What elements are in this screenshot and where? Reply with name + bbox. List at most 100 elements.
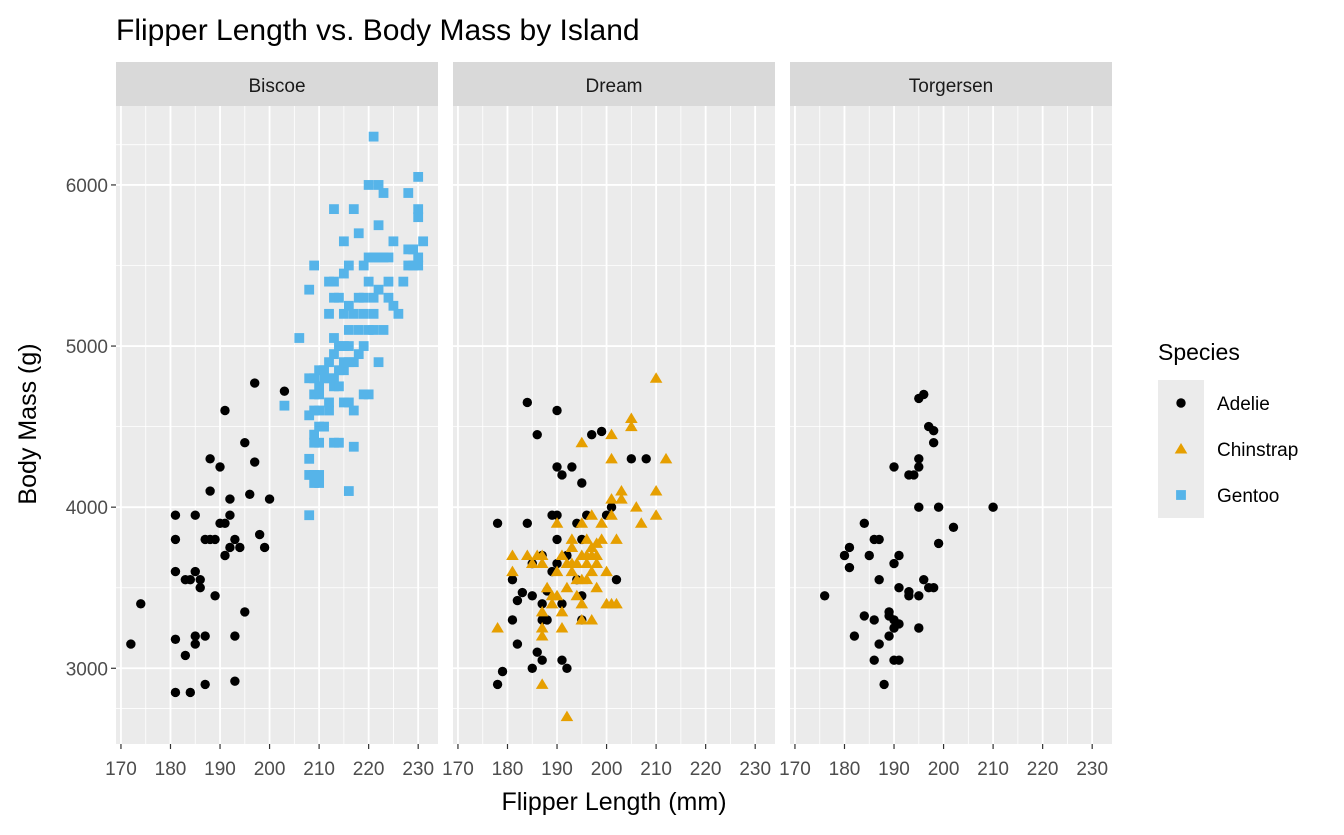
data-point-adelie: [235, 542, 245, 553]
data-point-gentoo: [403, 260, 414, 271]
data-point-adelie: [879, 679, 889, 690]
data-point-gentoo: [324, 308, 334, 319]
data-point-gentoo: [378, 188, 389, 198]
data-point-chinstrap: [575, 597, 589, 609]
data-point-adelie: [869, 615, 879, 625]
data-point-adelie: [537, 599, 547, 609]
data-point-adelie: [859, 518, 870, 528]
x-tick-label: 170: [442, 759, 474, 780]
data-point-adelie: [170, 687, 181, 698]
data-point-gentoo: [363, 180, 374, 190]
data-point-gentoo: [363, 389, 374, 400]
y-tick-label: 3000: [66, 659, 108, 680]
data-point-adelie: [909, 470, 919, 480]
x-tick-label: 230: [739, 759, 771, 780]
x-tick-label: 210: [303, 759, 335, 780]
data-point-chinstrap: [634, 517, 648, 528]
data-point-adelie: [279, 386, 290, 396]
data-point-adelie: [532, 429, 542, 440]
data-point-chinstrap: [535, 630, 549, 641]
series-adelie: [819, 389, 998, 690]
data-point-gentoo: [388, 300, 399, 311]
data-point-gentoo: [314, 389, 325, 400]
data-point-chinstrap: [605, 509, 618, 520]
data-point-adelie: [215, 462, 225, 472]
data-point-adelie: [611, 574, 622, 585]
data-point-adelie: [126, 639, 136, 649]
data-point-gentoo: [334, 292, 344, 303]
facet-strip: [453, 62, 775, 106]
data-point-chinstrap: [565, 533, 579, 544]
data-point-adelie: [914, 502, 924, 512]
x-tick-label: 190: [878, 759, 910, 780]
data-point-adelie: [532, 647, 542, 657]
data-point-adelie: [225, 494, 235, 504]
data-point-gentoo: [413, 212, 424, 223]
data-point-chinstrap: [570, 589, 584, 601]
plot-panel-background: [453, 106, 775, 744]
data-point-chinstrap: [585, 565, 599, 577]
series-chinstrap: [491, 372, 673, 722]
data-point-adelie: [928, 438, 939, 448]
data-point-gentoo: [368, 131, 379, 142]
data-point-gentoo: [329, 437, 339, 448]
data-point-adelie: [185, 687, 196, 698]
data-point-chinstrap: [535, 557, 549, 569]
data-point-gentoo: [329, 349, 339, 360]
data-point-adelie: [492, 518, 503, 528]
data-point-adelie: [190, 566, 200, 577]
data-point-gentoo: [348, 308, 359, 319]
data-point-adelie: [567, 462, 577, 472]
data-point-gentoo: [383, 252, 394, 263]
data-point-adelie: [220, 550, 230, 561]
data-point-gentoo: [329, 373, 339, 384]
data-point-gentoo: [338, 365, 349, 376]
data-point-gentoo: [353, 228, 364, 239]
data-point-adelie: [552, 534, 562, 545]
data-point-adelie: [928, 583, 939, 593]
data-point-gentoo: [368, 325, 379, 335]
data-point-adelie: [225, 510, 235, 520]
data-point-adelie: [190, 639, 200, 649]
data-point-gentoo: [334, 381, 344, 392]
data-point-gentoo: [314, 437, 325, 448]
data-point-gentoo: [368, 308, 379, 319]
data-point-gentoo: [338, 357, 349, 368]
x-tick-label: 200: [254, 759, 286, 780]
data-point-gentoo: [324, 405, 334, 416]
data-point-adelie: [839, 550, 850, 561]
data-point-adelie: [894, 583, 904, 593]
data-point-gentoo: [329, 204, 339, 215]
data-point-adelie: [587, 429, 597, 440]
data-point-gentoo: [343, 300, 354, 311]
data-point-gentoo: [319, 373, 329, 384]
data-point-gentoo: [353, 292, 364, 303]
data-point-gentoo: [329, 381, 339, 392]
data-point-adelie: [185, 574, 196, 585]
data-point-gentoo: [304, 470, 315, 480]
data-point-adelie: [230, 631, 240, 641]
data-point-adelie: [195, 574, 205, 585]
data-point-gentoo: [304, 410, 315, 421]
facet-strip: [790, 62, 1112, 106]
data-point-adelie: [844, 542, 855, 553]
facet-strip-label: Dream: [585, 76, 642, 97]
data-point-gentoo: [353, 349, 364, 360]
data-point-adelie: [527, 663, 537, 673]
data-point-chinstrap: [605, 493, 618, 504]
data-point-adelie: [869, 655, 879, 665]
data-point-gentoo: [309, 429, 320, 440]
data-point-gentoo: [343, 397, 354, 408]
data-point-adelie: [557, 655, 567, 665]
data-point-chinstrap: [629, 501, 643, 512]
data-point-chinstrap: [555, 605, 569, 617]
data-point-chinstrap: [575, 613, 589, 625]
data-point-chinstrap: [625, 412, 638, 424]
data-point-chinstrap: [491, 622, 504, 633]
data-point-chinstrap: [540, 581, 554, 593]
data-point-chinstrap: [585, 509, 599, 520]
data-point-adelie: [225, 542, 235, 553]
data-point-adelie: [190, 510, 200, 520]
data-point-adelie: [552, 405, 562, 416]
data-point-adelie: [170, 510, 181, 520]
